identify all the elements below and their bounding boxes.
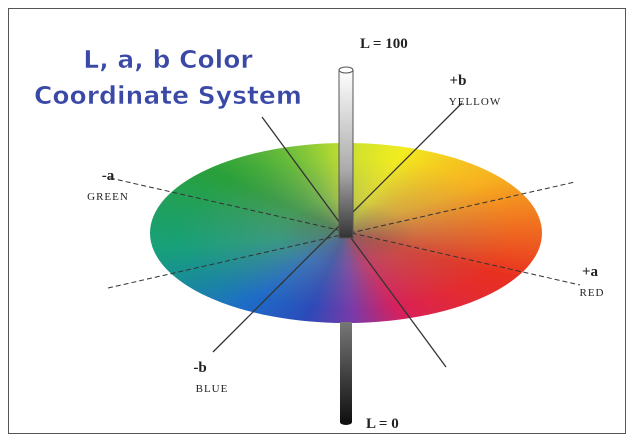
label: L = 0 (366, 416, 399, 432)
b-axis (213, 103, 462, 352)
label: +a (582, 264, 599, 280)
label: -b (193, 360, 206, 376)
title-line: Coordinate System (34, 81, 302, 110)
page: Lab Color Coordinate System {"title": {"… (0, 0, 637, 444)
label: YELLOW (449, 96, 501, 108)
l-axis-bottom (340, 419, 352, 425)
diagonal-line (262, 117, 446, 367)
l-axis-cap (339, 67, 353, 73)
label: GREEN (87, 191, 129, 203)
diagram: L, a, b Color Coordinate System L = 100 … (0, 0, 637, 444)
l-axis-lower (340, 322, 352, 422)
label: +b (450, 73, 467, 89)
l-axis-upper (339, 70, 353, 238)
label: -a (102, 168, 115, 184)
page-body: L, a, b Color Coordinate System L = 100 … (0, 0, 637, 444)
label: L = 100 (360, 36, 408, 52)
label: RED (580, 287, 605, 299)
title-line: L, a, b Color (83, 45, 253, 74)
label: BLUE (196, 383, 229, 395)
